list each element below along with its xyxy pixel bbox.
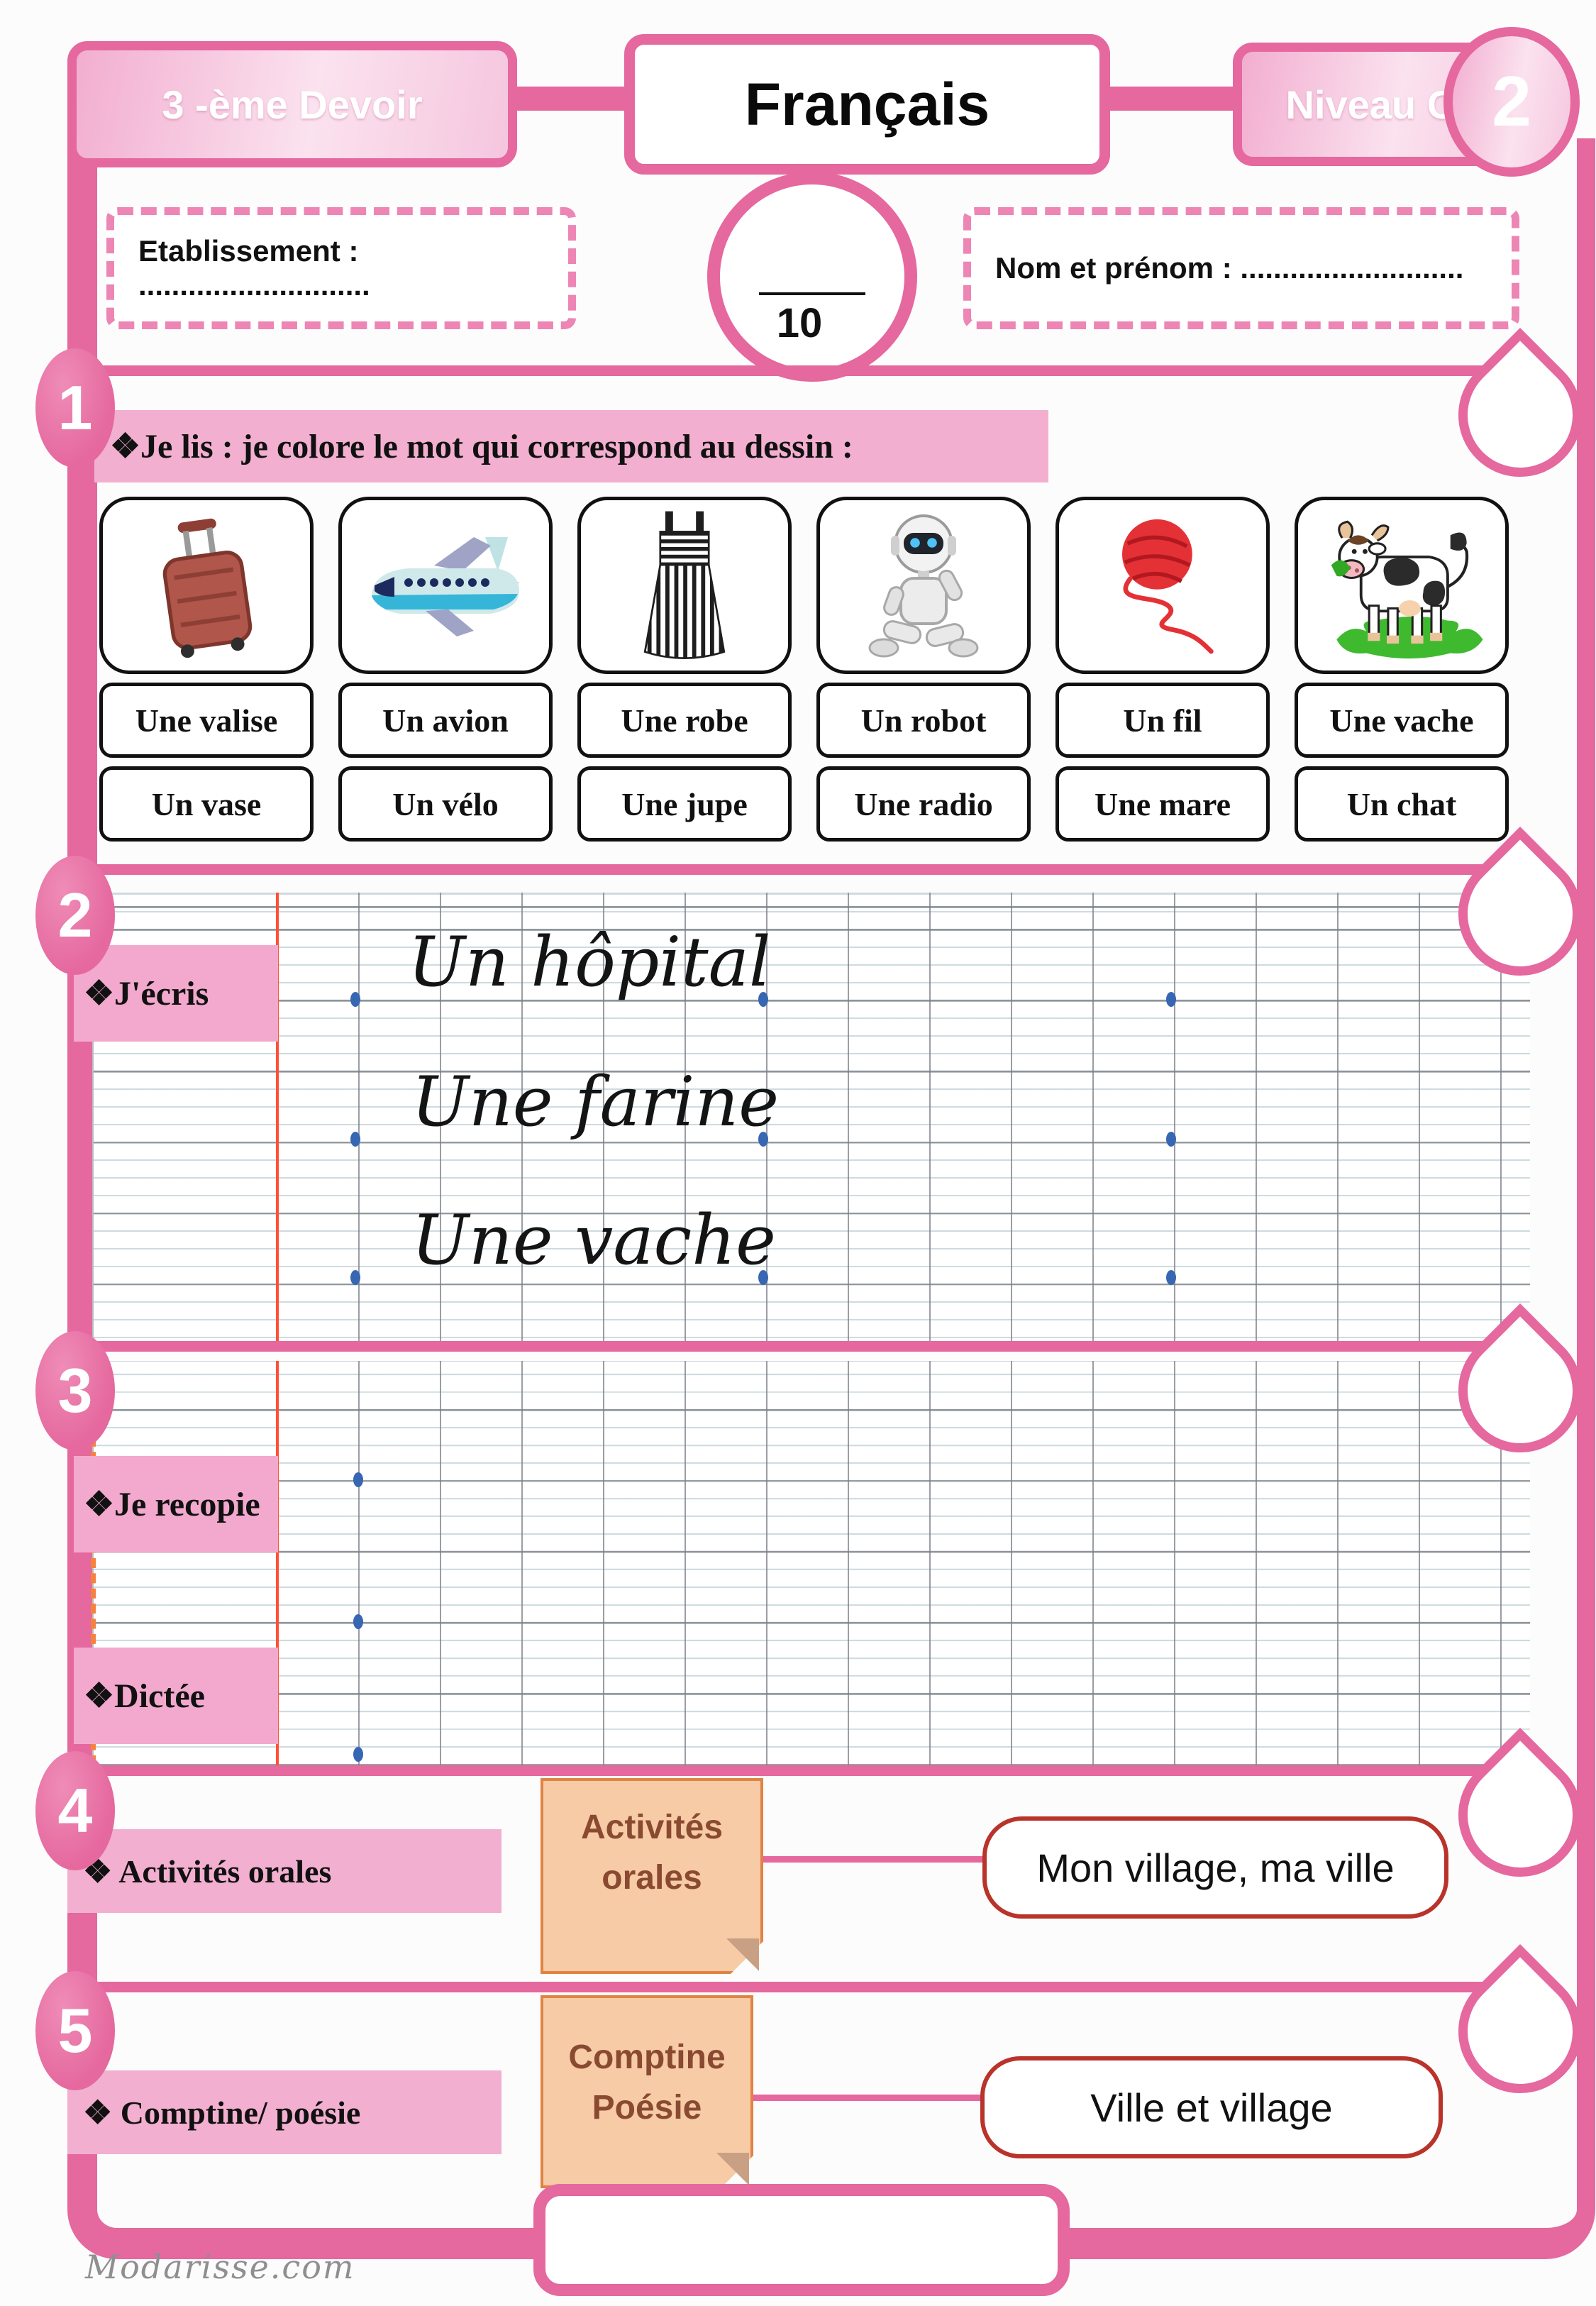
poesie-topic: Ville et village xyxy=(1090,2085,1333,2130)
sticky-line: Activités xyxy=(580,1809,724,1846)
sticky-line: orales xyxy=(602,1859,702,1897)
start-dot xyxy=(758,1270,768,1285)
dictee-label: ❖Dictée xyxy=(84,1677,205,1715)
cow-icon xyxy=(1331,520,1483,659)
word-option-robe[interactable]: Une robe xyxy=(577,683,792,758)
start-dot xyxy=(353,1747,363,1762)
word-option-vase[interactable]: Un vase xyxy=(99,766,314,842)
section3-number: 3 xyxy=(35,1331,115,1450)
start-dot xyxy=(350,992,360,1007)
start-dot xyxy=(353,1614,363,1629)
activites-orales-sticky-note: Activités orales xyxy=(541,1778,763,1974)
nom-prenom-field[interactable]: Nom et prénom : ........................… xyxy=(963,207,1519,329)
etablissement-label: Etablissement : ........................… xyxy=(138,234,370,302)
section1-instruction-band: ❖Je lis : je colore le mot qui correspon… xyxy=(94,410,1048,482)
paper-margin-line xyxy=(276,893,279,1341)
badge-number: 2 xyxy=(1492,62,1531,141)
sticky-fold-corner xyxy=(726,1938,759,1971)
jecris-label: ❖J'écris xyxy=(84,975,209,1013)
paper-left-dashed-edge xyxy=(91,1361,97,1765)
paper-grid-verticals xyxy=(277,893,1529,1341)
robot-picture-card xyxy=(816,497,1031,674)
word-option-chat[interactable]: Un chat xyxy=(1295,766,1509,842)
model-word-farine: Une farine xyxy=(411,1062,780,1142)
section4-number: 4 xyxy=(35,1751,115,1870)
oral-topic: Mon village, ma ville xyxy=(1036,1845,1395,1890)
airplane-icon xyxy=(372,537,519,636)
activites-orales-label: ❖ Activités orales xyxy=(83,1853,332,1890)
start-dot xyxy=(758,992,768,1007)
section2-number: 2 xyxy=(35,856,115,975)
word-option-jupe[interactable]: Une jupe xyxy=(577,766,792,842)
section5-divider xyxy=(97,1982,1529,1992)
sticky-fold-corner xyxy=(716,2153,749,2185)
subject-title: Français xyxy=(744,70,990,138)
suitcase-picture-card xyxy=(99,497,314,674)
section4-divider xyxy=(97,1765,1529,1776)
comptine-label: ❖ Comptine/ poésie xyxy=(83,2095,361,2131)
start-dot xyxy=(353,1472,363,1487)
paper-margin-line xyxy=(276,1361,279,1765)
sticky-line: Comptine xyxy=(568,2039,726,2076)
start-dot xyxy=(350,1270,360,1285)
dictee-label-box: ❖Dictée xyxy=(74,1648,278,1744)
word-option-valise[interactable]: Une valise xyxy=(99,683,314,758)
model-word-vache: Une vache xyxy=(411,1201,776,1280)
topic-connector-line xyxy=(763,1856,983,1863)
section5-number: 5 xyxy=(35,1971,115,2090)
site-credit: Modarisse.com xyxy=(85,2248,355,2286)
badge-ellipse: 2 xyxy=(1443,27,1580,177)
poesie-topic-box: Ville et village xyxy=(980,2056,1443,2158)
comptine-label-box: ❖ Comptine/ poésie xyxy=(67,2070,501,2154)
start-dot xyxy=(1166,1132,1176,1147)
word-option-velo[interactable]: Un vélo xyxy=(338,766,553,842)
sticky-line: Poésie xyxy=(592,2089,702,2126)
section1-instruction: ❖Je lis : je colore le mot qui correspon… xyxy=(110,428,853,465)
section1-divider xyxy=(97,365,1529,376)
score-denominator: 10 xyxy=(776,300,823,346)
oral-topic-box: Mon village, ma ville xyxy=(982,1816,1448,1919)
bottom-empty-box[interactable] xyxy=(533,2184,1070,2296)
word-option-robot[interactable]: Un robot xyxy=(816,683,1031,758)
recopie-label: ❖Je recopie xyxy=(84,1486,260,1523)
topic-connector-line xyxy=(753,2095,980,2101)
yarn-picture-card xyxy=(1055,497,1270,674)
start-dot xyxy=(758,1132,768,1147)
word-option-avion[interactable]: Un avion xyxy=(338,683,553,758)
dress-picture-card xyxy=(577,497,792,674)
word-option-radio[interactable]: Une radio xyxy=(816,766,1031,842)
start-dot xyxy=(1166,992,1176,1007)
airplane-picture-card xyxy=(338,497,553,674)
devoir-box: 3 -ème Devoir xyxy=(67,41,517,167)
devoir-label: 3 -ème Devoir xyxy=(162,82,423,127)
score-fraction-line xyxy=(759,292,865,295)
start-dot xyxy=(1166,1270,1176,1285)
word-option-fil[interactable]: Un fil xyxy=(1055,683,1270,758)
subject-box: Français xyxy=(624,34,1110,175)
yarn-icon xyxy=(1122,519,1214,654)
section1-number: 1 xyxy=(35,348,115,468)
suitcase-icon xyxy=(162,518,253,658)
activites-orales-label-box: ❖ Activités orales xyxy=(67,1829,501,1913)
word-option-mare[interactable]: Une mare xyxy=(1055,766,1270,842)
paper-grid-verticals xyxy=(277,1361,1529,1765)
model-word-hopital: Un hôpital xyxy=(408,922,771,1002)
start-dot xyxy=(350,1132,360,1147)
score-circle[interactable]: 10 xyxy=(707,172,917,382)
robot-icon xyxy=(868,514,979,658)
cow-picture-card xyxy=(1295,497,1509,674)
recopie-label-box: ❖Je recopie xyxy=(74,1456,278,1552)
jecris-label-box: ❖J'écris xyxy=(74,945,278,1042)
etablissement-field[interactable]: Etablissement : ........................… xyxy=(106,207,576,329)
word-option-vache[interactable]: Une vache xyxy=(1295,683,1509,758)
section3-divider xyxy=(97,1341,1529,1352)
section2-divider xyxy=(97,864,1529,875)
nom-prenom-label: Nom et prénom : ........................… xyxy=(995,251,1464,285)
dress-icon xyxy=(643,511,726,659)
